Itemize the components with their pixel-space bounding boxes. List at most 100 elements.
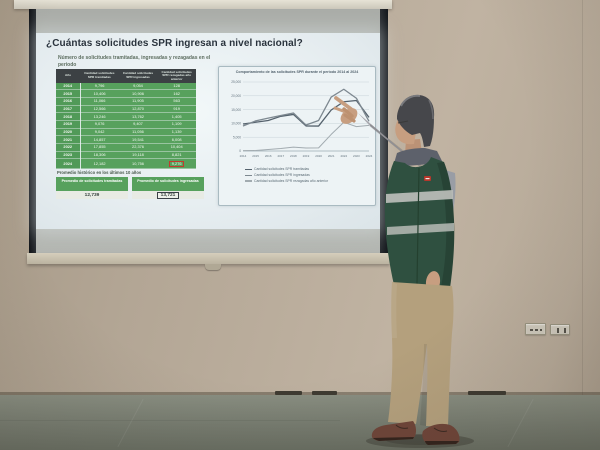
svg-text:2014: 2014 [240,154,247,158]
table-cell: 1,139 [157,128,196,137]
legend-item: Cantidad solicitudes SPR rezagadas año a… [245,179,375,185]
presenter-pants [388,282,454,427]
table-cell: 10,906 [118,89,158,98]
legend-swatch [245,168,252,171]
table-year-cell: 2022 [56,143,81,152]
pointing-hand [333,96,358,124]
table-cell: 9,076 [80,120,119,129]
table-row: 2015 10,406 10,906 162 [56,89,196,98]
pants-fold [391,282,397,338]
promedio-value-boxed: 13,721 [156,191,180,199]
promedio-label: Promedio de solicitudes ingresadas [132,177,204,191]
table-cell: 17,855 [80,143,119,152]
glasses-icon [397,120,409,124]
svg-text:2022: 2022 [340,154,347,158]
svg-text:2021: 2021 [328,154,335,158]
legend-item: Cantidad solicitudes SPR tramitadas [245,167,375,173]
table-cell: 9,042 [80,128,119,137]
presenter-vest [384,157,455,288]
table-cell: 10,406 [80,89,119,98]
table-cell: 11,066 [80,97,119,106]
baseboard-dash [275,391,302,395]
table-cell: 12,566 [80,105,119,114]
table-cell: 13,246 [80,112,119,121]
floor [0,395,600,450]
svg-text:25,000: 25,000 [231,81,241,85]
outlet-slot [557,328,559,333]
svg-text:2019: 2019 [303,154,310,158]
presenter-figure [333,94,474,448]
pants-fold [420,344,428,426]
table-year-cell: 2023 [56,151,81,160]
baseboard-dash [468,391,506,395]
table-cell: 13,762 [118,112,158,121]
svg-text:2016: 2016 [265,154,272,158]
svg-text:2023: 2023 [353,154,360,158]
table-cell: 563 [157,97,196,106]
table-cell: 10,404 [157,143,196,152]
legend-swatch [245,180,252,182]
table-year-cell: 2021 [56,135,81,144]
table-header-cell: Cantidad solicitudes SPR tramitadas [80,69,119,83]
table-year-cell: 2018 [56,112,81,121]
table-row: 2023 18,306 19,118 8,821 [56,151,196,160]
table-cell: 9,407 [118,120,158,129]
reflective-stripe [386,190,453,203]
svg-text:10,000: 10,000 [231,122,241,126]
table-cell: 11,905 [118,97,158,106]
table-cell: 6,008 [157,135,196,144]
slide-subtitle: Número de solicitudes tramitadas, ingres… [58,55,211,68]
table-cell: 14,857 [80,135,119,144]
table-row: 2020 9,042 11,056 1,139 [56,128,196,137]
table-cell: 1,405 [157,112,196,121]
presenter-hair [397,94,435,147]
presenter-shoe-left [371,421,417,441]
table-cell: 19,541 [118,135,158,144]
table-cell: 12,870 [118,105,158,114]
chart-card: Comportamiento de las solicitudes SPR du… [218,66,376,206]
legend-swatch [245,174,252,177]
screen-pull-tab [205,264,221,270]
table-row: 2019 9,076 9,407 1,109 [56,120,196,129]
table-row: 2021 14,857 19,541 6,008 [56,135,196,144]
table-cell: 8,821 [157,151,196,160]
promedio-boxes: Promedio de solicitudes tramitadas 12,73… [56,177,208,199]
screen-bottom-bar [27,253,390,264]
legend-label: Cantidad solicitudes SPR ingresadas [254,173,310,178]
highlighted-value: 9,276 [169,160,185,167]
table-header-cell: Año [56,69,80,83]
floor-tile-seam [0,420,340,421]
table-year-cell: 2017 [56,105,81,114]
screen-edge-left [29,9,36,253]
solicitudes-table: Año Cantidad solicitudes SPR tramitadas Ca… [56,69,196,170]
projector-screen-casing [14,0,392,9]
outlet-slot [564,328,566,333]
chart-legend: Cantidad solicitudes SPR tramitadas Canti… [219,167,375,184]
table-row: 2017 12,566 12,870 919 [56,105,196,114]
table-cell: 128 [157,82,196,91]
svg-text:2015: 2015 [252,154,259,158]
vest-zipper [416,167,420,285]
table-cell: 10,756 [118,158,158,170]
slide-title: ¿Cuántas solicitudes SPR ingresan a nive… [46,38,303,49]
svg-text:20,000: 20,000 [231,94,241,98]
svg-text:2024: 2024 [366,154,373,158]
reflective-stripe [387,223,454,235]
baseboard-dash [312,391,337,395]
promedio-tramitadas-box: Promedio de solicitudes tramitadas 12,73… [56,177,128,199]
chart-title: Comportamiento de las solicitudes SPR du… [235,70,359,74]
table-cell: 12,182 [80,158,119,170]
table-header-cell: Cantidad solicitudes SPR rezagadas año a… [157,69,196,83]
table-row: 2018 13,246 13,762 1,405 [56,112,196,121]
label-mark [530,329,533,331]
promedio-caption: Promedio histórico en los últimos 10 año… [57,170,142,175]
table-cell: 919 [157,105,196,114]
promedio-label: Promedio de solicitudes tramitadas [56,177,128,191]
svg-text:2020: 2020 [315,154,322,158]
label-mark [540,329,542,331]
table-year-cell: 2024 [56,158,81,170]
table-row: 2016 11,066 11,905 563 [56,97,196,106]
table-row: 2024 12,182 10,756 9,276 [56,158,196,170]
presenter-shoe-right [422,423,460,445]
promedio-value: 12,739 [84,192,100,198]
